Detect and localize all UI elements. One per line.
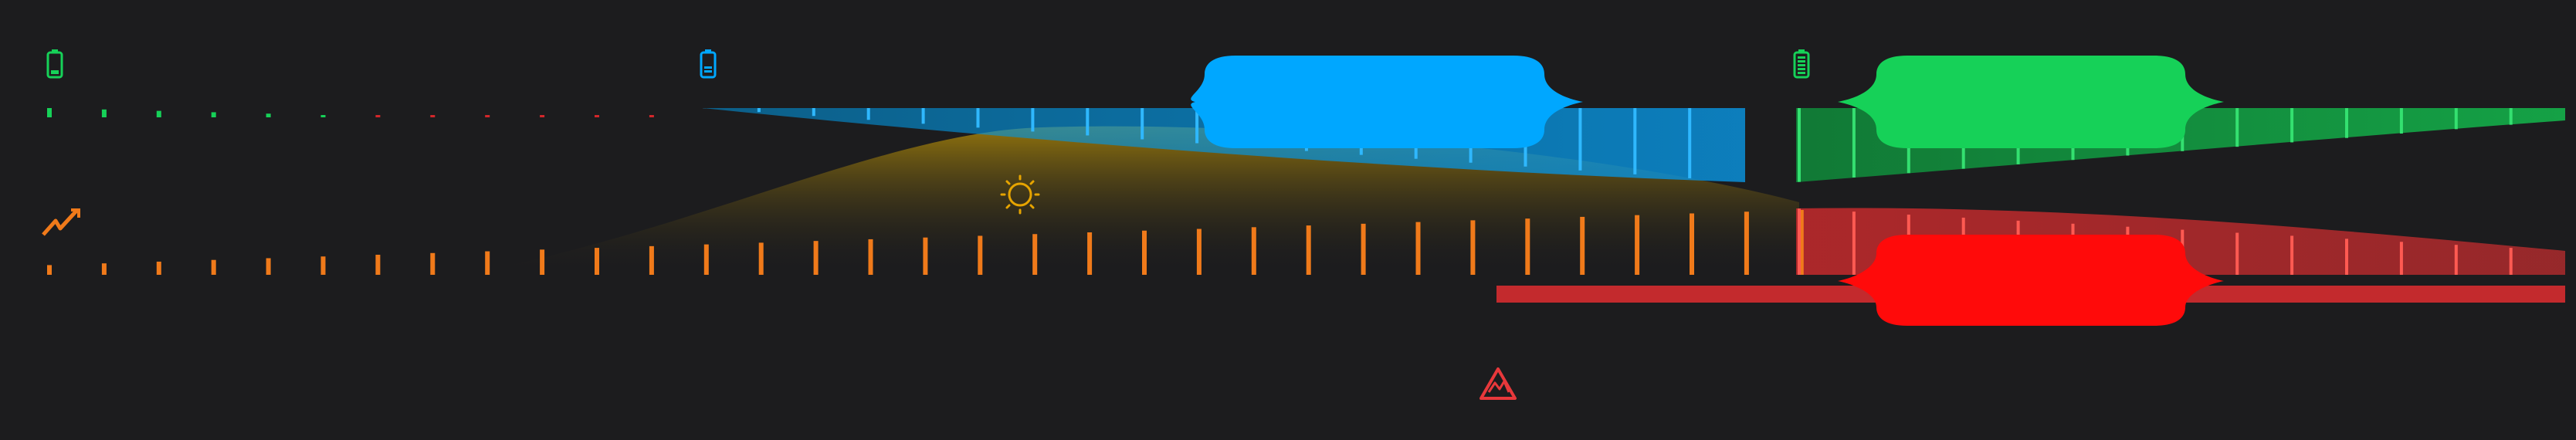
- blue-battery-tick: [976, 108, 980, 128]
- battery-level-tick: [47, 108, 52, 117]
- mountain-alert-icon[interactable]: [1480, 367, 1517, 400]
- blue-battery-tick: [1688, 108, 1692, 178]
- green-battery-tick: [2509, 108, 2513, 125]
- battery-level-tick: [320, 115, 326, 117]
- solar-output-tick: [1087, 232, 1093, 275]
- green-battery-tick: [2235, 108, 2239, 147]
- lightning-icon: [42, 208, 80, 236]
- battery-level-tick: [595, 115, 599, 117]
- solar-output-tick: [1690, 213, 1694, 275]
- solar-output-tick: [868, 239, 873, 275]
- solar-output-tick: [1196, 228, 1202, 275]
- solar-output-tick: [1142, 230, 1147, 275]
- battery-level-ticks: [47, 108, 654, 117]
- blue-battery-tick: [866, 108, 870, 120]
- blue-battery-tick: [812, 108, 815, 117]
- solar-output-tick: [1635, 215, 1640, 275]
- solar-output-tick: [430, 252, 436, 275]
- grid-usage-tick: [2235, 232, 2239, 275]
- grid-usage-tick: [1798, 208, 1801, 275]
- green-battery-tick: [2454, 108, 2458, 130]
- solar-output-tick: [47, 265, 52, 275]
- battery-level-tick: [266, 113, 271, 117]
- blue-battery-tick: [757, 108, 761, 113]
- battery-level-tick: [540, 115, 545, 117]
- battery-level-tick: [156, 110, 161, 117]
- green-battery-tick: [2345, 108, 2348, 138]
- solar-output-tick: [1470, 220, 1476, 275]
- grid-usage-tick: [2290, 235, 2294, 275]
- solar-output-tick: [1525, 218, 1530, 275]
- blue-battery-tick: [1086, 108, 1090, 136]
- solar-output-tick: [211, 259, 216, 275]
- grid-usage-tick: [2399, 242, 2403, 275]
- solar-output-tick: [1798, 210, 1804, 275]
- battery-level-tick: [101, 109, 107, 117]
- battery-icon: [700, 49, 717, 79]
- grid-usage-tick: [2454, 245, 2458, 275]
- blue-battery-tick: [1633, 108, 1637, 174]
- battery-icon: [46, 49, 63, 79]
- solar-output-tick: [649, 245, 654, 275]
- battery-level-tick: [375, 115, 381, 117]
- blue-highlight-pill[interactable]: [1191, 56, 1583, 148]
- solar-output-tick: [1032, 234, 1038, 275]
- solar-output-tick: [758, 242, 764, 275]
- battery-level-tick: [430, 115, 436, 117]
- battery-level-tick: [649, 115, 654, 117]
- grid-usage-tick: [1852, 212, 1856, 275]
- solar-output-tick: [266, 258, 271, 275]
- solar-output-tick: [1306, 225, 1311, 275]
- solar-output-tick: [595, 248, 599, 275]
- green-highlight-pill[interactable]: [1838, 56, 2224, 148]
- blue-battery-tick: [1141, 108, 1144, 140]
- red-highlight-pill[interactable]: [1838, 235, 2224, 326]
- battery-full-icon: [1793, 49, 1810, 79]
- sun-icon: [1000, 174, 1040, 215]
- blue-battery-tick: [1195, 108, 1199, 144]
- blue-battery-tick: [1031, 108, 1035, 132]
- grid-usage-tick: [2345, 239, 2348, 275]
- solar-output-tick: [1415, 222, 1421, 275]
- solar-output-tick: [703, 244, 709, 275]
- solar-output-tick: [320, 256, 326, 275]
- battery-level-tick: [485, 115, 490, 117]
- solar-output-tick: [978, 235, 983, 275]
- solar-output-tick: [375, 255, 381, 275]
- blue-battery-tick: [1578, 108, 1582, 171]
- solar-output-tick: [1361, 223, 1366, 275]
- green-battery-tick: [2399, 108, 2403, 134]
- green-battery-tick: [2290, 108, 2294, 143]
- solar-output-tick: [1744, 212, 1749, 275]
- solar-output-tick: [923, 237, 928, 275]
- green-battery-tick: [1852, 108, 1856, 178]
- grid-usage-tick: [2509, 248, 2513, 275]
- solar-output-tick: [540, 249, 545, 275]
- green-battery-tick: [1798, 108, 1801, 182]
- solar-output-tick: [101, 263, 107, 275]
- solar-output-tick: [156, 261, 161, 275]
- solar-output-tick: [1251, 227, 1256, 275]
- solar-output-tick: [485, 251, 490, 275]
- battery-level-tick: [211, 112, 216, 117]
- blue-battery-tick: [921, 108, 925, 124]
- solar-output-tick: [813, 241, 819, 275]
- solar-output-tick: [1580, 216, 1585, 275]
- solar-output-ticks: [47, 210, 1804, 275]
